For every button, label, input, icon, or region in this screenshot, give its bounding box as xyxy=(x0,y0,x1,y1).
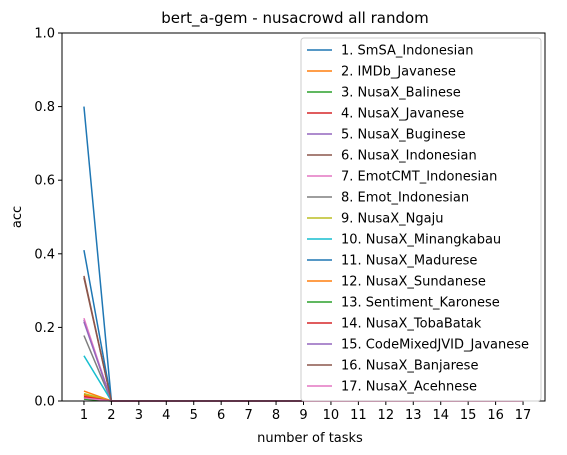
x-tick-label: 12 xyxy=(378,408,395,423)
x-tick-label: 3 xyxy=(135,408,143,423)
legend-entry: 13. Sentiment_Karonese xyxy=(341,296,500,311)
legend-entry: 10. NusaX_Minangkabau xyxy=(341,233,501,248)
legend-entry: 9. NusaX_Ngaju xyxy=(341,212,443,227)
x-tick-label: 2 xyxy=(107,408,115,423)
x-tick-label: 16 xyxy=(487,408,504,423)
y-tick-label: 0.8 xyxy=(34,100,55,115)
x-tick-label: 4 xyxy=(162,408,170,423)
legend-entry: 16. NusaX_Banjarese xyxy=(341,359,478,374)
legend-entry: 6. NusaX_Indonesian xyxy=(341,149,477,164)
legend-entry: 4. NusaX_Javanese xyxy=(341,107,464,122)
y-tick-label: 0.4 xyxy=(34,247,55,262)
x-tick-label: 6 xyxy=(217,408,225,423)
x-tick-label: 7 xyxy=(244,408,252,423)
y-tick-label: 0.0 xyxy=(34,395,55,410)
y-axis-label: acc xyxy=(10,206,25,228)
legend-entry: 12. NusaX_Sundanese xyxy=(341,275,486,290)
x-axis-label: number of tasks xyxy=(257,431,363,446)
legend: 1. SmSA_Indonesian 2. IMDb_Javanese 3. Nus… xyxy=(300,37,542,402)
legend-box xyxy=(300,37,542,402)
x-tick-label: 1 xyxy=(80,408,88,423)
legend-entry: 14. NusaX_TobaBatak xyxy=(341,317,482,332)
y-tick-label: 0.6 xyxy=(34,174,55,189)
x-tick-label: 15 xyxy=(460,408,477,423)
chart-title: bert_a-gem - nusacrowd all random xyxy=(161,9,429,28)
x-tick-label: 11 xyxy=(350,408,367,423)
legend-entry: 15. CodeMixedJVID_Javanese xyxy=(341,338,529,353)
x-tick-label: 9 xyxy=(299,408,307,423)
legend-entry: 7. EmotCMT_Indonesian xyxy=(341,170,497,185)
x-tick-label: 8 xyxy=(272,408,280,423)
x-tick-label: 5 xyxy=(190,408,198,423)
y-tick-label: 0.2 xyxy=(34,321,55,336)
legend-entry: 17. NusaX_Acehnese xyxy=(341,380,477,395)
x-tick-label: 17 xyxy=(515,408,532,423)
x-tick-label: 13 xyxy=(405,408,422,423)
legend-entry: 8. Emot_Indonesian xyxy=(341,191,469,206)
y-tick-label: 1.0 xyxy=(34,27,55,42)
x-tick-label: 14 xyxy=(432,408,449,423)
x-tick-label: 10 xyxy=(323,408,340,423)
legend-entry: 5. NusaX_Buginese xyxy=(341,128,466,143)
legend-entry: 1. SmSA_Indonesian xyxy=(341,44,473,59)
legend-entry: 2. IMDb_Javanese xyxy=(341,65,456,80)
legend-entry: 3. NusaX_Balinese xyxy=(341,86,461,101)
legend-entry: 11. NusaX_Madurese xyxy=(341,254,477,269)
